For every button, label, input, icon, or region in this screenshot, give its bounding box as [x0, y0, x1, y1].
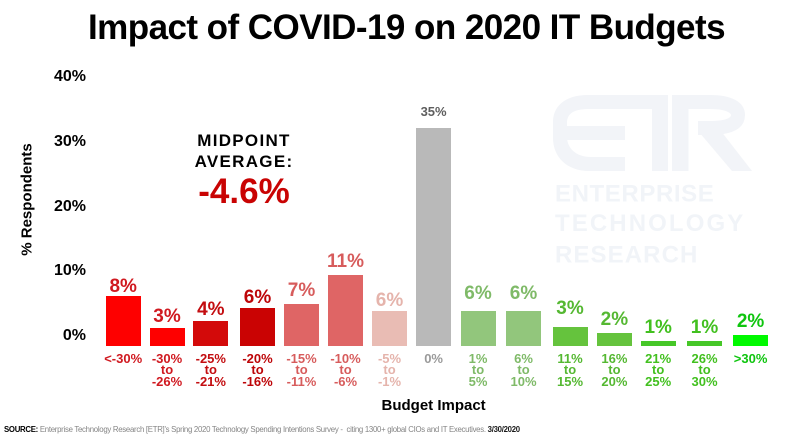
svg-text:TECHNOLOGY: TECHNOLOGY	[555, 210, 745, 237]
svg-text:RESEARCH: RESEARCH	[555, 241, 698, 268]
svg-text:ENTERPRISE: ENTERPRISE	[555, 181, 714, 208]
